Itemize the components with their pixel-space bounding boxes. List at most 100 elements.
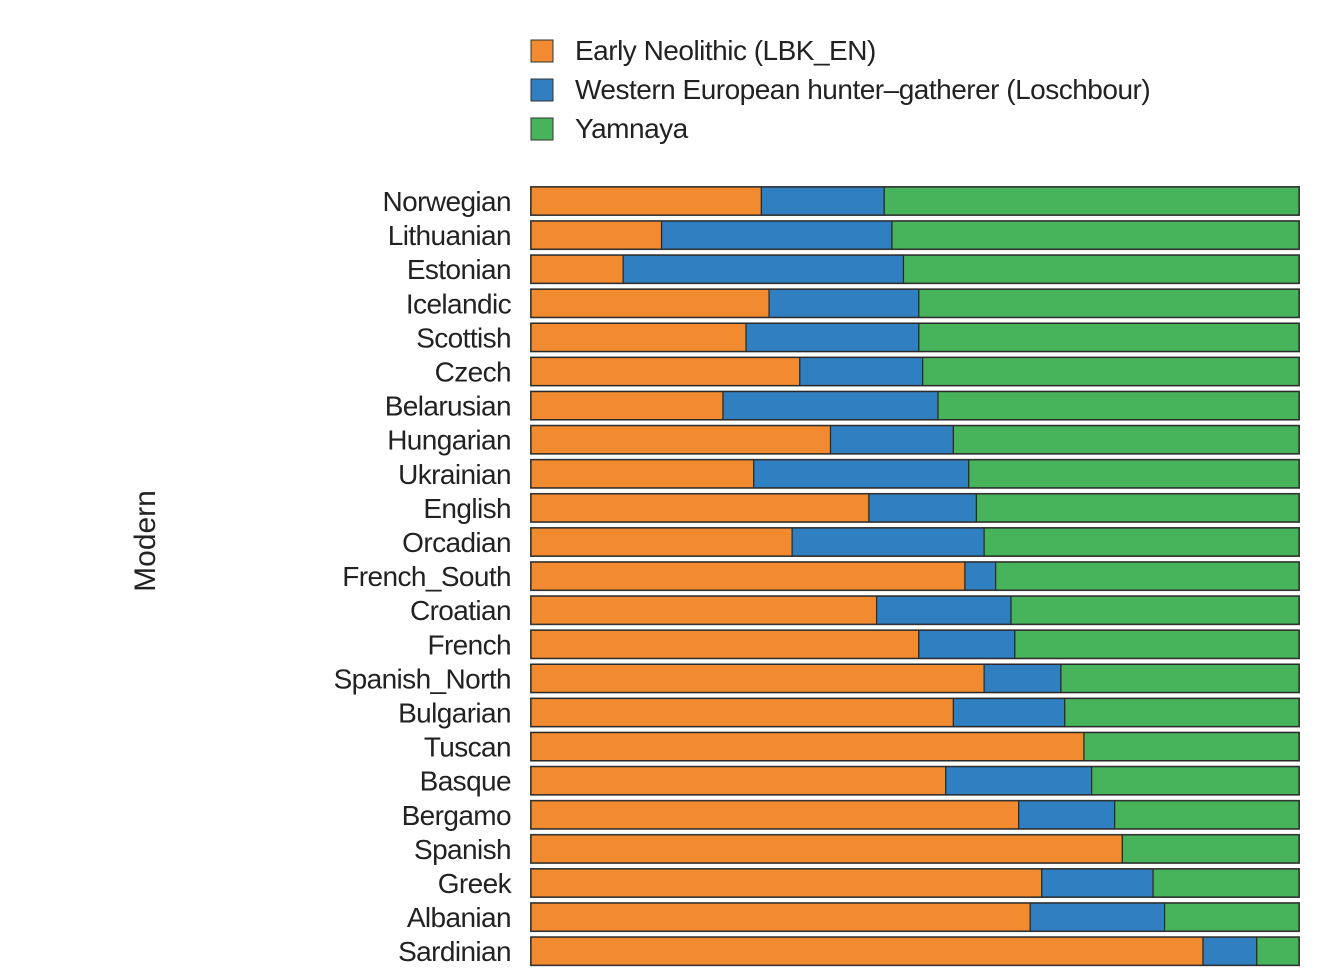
bar-segment-2 [1014,629,1300,659]
category-label: Hungarian [387,425,511,456]
bar-segment-2 [983,527,1300,557]
bar-row [530,868,1300,898]
bar-row [530,322,1300,353]
category-label: Estonian [407,254,511,285]
bar-segment-2 [1163,902,1300,932]
category-label: English [423,493,511,524]
bar-row [530,799,1300,830]
bar-segment-0 [530,220,663,250]
category-label: Sardinian [398,936,511,967]
bar-row [530,663,1300,694]
bar-segment-1 [768,288,920,318]
bar-segment-2 [937,391,1300,421]
bar-area [530,186,1300,967]
bar-segment-0 [530,561,966,591]
bar-segment-2 [918,322,1300,352]
category-label: Spanish [414,834,511,865]
bar-row [530,595,1300,626]
bar-row [530,356,1300,387]
bar-row [530,833,1300,864]
bar-segment-0 [530,868,1043,898]
bar-segment-0 [530,936,1204,966]
category-label: Basque [420,766,511,797]
bar-row [530,390,1300,421]
bar-segment-0 [530,425,832,455]
category-label: Norwegian [383,186,511,217]
bar-row [530,561,1300,592]
bar-row [530,220,1300,251]
bar-row [530,697,1300,728]
bar-segment-0 [530,731,1085,762]
legend-label-1: Western European hunter–gatherer (Loschb… [575,74,1150,105]
bar-segment-0 [530,527,793,557]
bar-segment-1 [868,493,978,523]
bar-segment-1 [829,425,955,455]
bar-segment-2 [975,493,1300,523]
bar-row [530,731,1300,762]
category-label: Lithuanian [388,220,511,251]
legend: Early Neolithic (LBK_EN) Western European… [530,35,1151,144]
category-label: Orcadian [402,527,511,558]
bar-segment-0 [530,493,870,523]
y-axis-title: Modern [129,490,162,592]
legend-swatch-2 [530,117,554,141]
category-label: Greek [438,868,513,899]
bar-segment-2 [1010,595,1300,625]
category-label: Czech [435,357,511,388]
bar-segment-2 [922,356,1300,387]
bar-segment-2 [883,186,1300,216]
bar-segment-2 [1121,834,1300,864]
bar-segment-1 [983,663,1062,694]
bar-segment-0 [530,288,770,318]
category-label: Belarusian [385,391,511,422]
bar-segment-0 [530,459,755,489]
category-label: Bergamo [402,800,511,831]
bar-row [530,765,1300,796]
bar-segment-0 [530,902,1031,932]
bar-row [530,902,1300,933]
bar-segment-2 [1152,868,1300,898]
category-label: Croatian [410,595,511,626]
bar-segment-2 [968,459,1300,489]
bar-segment-1 [791,527,985,557]
bar-segment-0 [530,629,920,659]
category-label: French [427,629,511,660]
category-label: Tuscan [424,732,511,763]
bar-segment-1 [622,254,905,284]
category-label: French_South [342,561,511,592]
legend-swatch-0 [530,39,554,63]
bar-row [530,492,1300,523]
bar-segment-1 [722,391,939,421]
bar-segment-2 [1256,936,1300,966]
category-label: Bulgarian [398,698,511,729]
legend-swatch-1 [530,78,554,102]
legend-label-0: Early Neolithic (LBK_EN) [575,35,876,66]
category-label: Scottish [416,322,511,353]
bar-row [530,527,1300,557]
bar-segment-1 [745,322,920,352]
bar-segment-0 [530,697,954,728]
bar-segment-1 [1018,800,1116,830]
category-label: Albanian [407,902,511,933]
bar-segment-1 [660,220,893,250]
bar-segment-1 [952,697,1066,728]
bar-row [530,629,1300,660]
category-label: Ukrainian [398,459,511,490]
bar-segment-0 [530,834,1123,864]
bar-segment-0 [530,595,878,625]
bar-segment-0 [530,766,947,796]
bar-segment-0 [530,663,985,694]
bar-segment-1 [945,766,1093,796]
bar-segment-1 [918,629,1016,659]
bar-segment-2 [918,288,1300,318]
bar-row [530,186,1300,216]
bar-segment-2 [1114,800,1300,830]
category-labels: NorwegianLithuanianEstonianIcelandicScot… [334,186,514,967]
bar-segment-2 [995,561,1300,591]
bar-row [530,936,1300,967]
bar-segment-2 [891,220,1300,250]
bar-segment-2 [902,254,1300,284]
bar-segment-1 [964,561,997,591]
bar-segment-1 [760,186,885,216]
